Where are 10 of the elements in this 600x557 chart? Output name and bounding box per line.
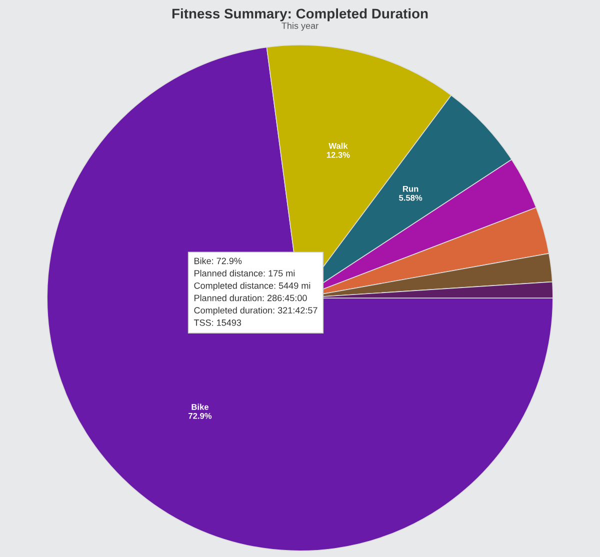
data-label: 12.3% (326, 152, 350, 158)
data-label: 72.9% (188, 412, 212, 419)
slice-label: Run (403, 186, 418, 192)
data-label: 5.58% (399, 194, 422, 201)
chart-title: Fitness Summary: Completed Duration (172, 8, 428, 22)
text: Bike: 72.9% Planned distance: 175 mi Completed distance: 5449 mi Planned duration: 286:45:00 Completed duration: 321:42:57 TSS: 15493 (194, 258, 318, 326)
slice-label: Walk (328, 142, 348, 149)
pie-slice (46, 46, 554, 552)
chart-subtitle: This year (282, 22, 318, 31)
slice-label: Bike (192, 404, 209, 410)
